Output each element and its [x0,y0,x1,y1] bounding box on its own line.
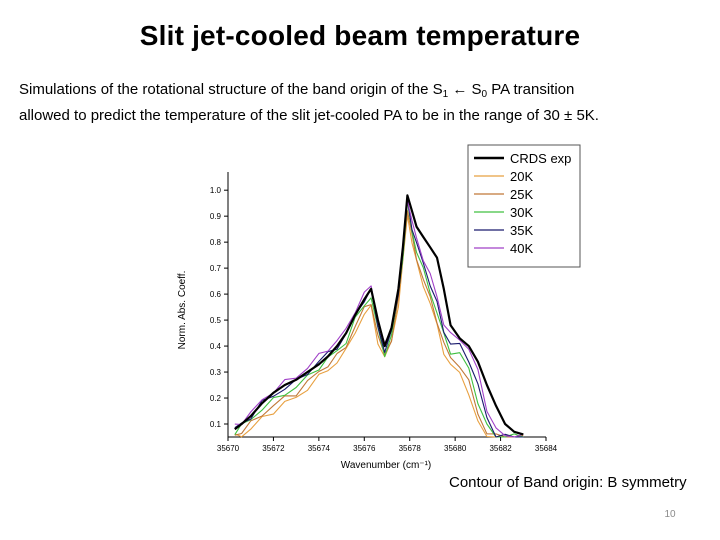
x-tick-label: 35676 [353,444,376,453]
x-axis-label: Wavenumber (cm⁻¹) [341,460,431,471]
desc-subscript-0: 0 [481,89,488,100]
y-axis-label: Norm. Abs. Coeff. [177,271,188,350]
y-tick-label: 0.8 [210,238,222,247]
desc-line2: allowed to predict the temperature of th… [19,107,599,124]
desc-line1-pre: Simulations of the rotational structure … [19,81,443,98]
legend-box [467,144,581,268]
y-tick-label: 0.5 [210,316,222,325]
y-tick-label: 0.9 [210,212,222,221]
legend-label: 40K [510,241,533,256]
legend-label: 25K [510,187,533,202]
y-tick-label: 0.6 [210,290,222,299]
figure-caption: Contour of Band origin: B symmetry [449,474,687,491]
desc-line1-post: PA transition [487,81,575,98]
y-tick-label: 0.3 [210,368,222,377]
spectrum-chart: 35670 35672 35674 35676 35678 35680 35682 35684… [168,140,584,480]
series-line-20k [234,214,524,438]
y-tick-label: 0.7 [210,264,222,273]
y-tick-label: 0.2 [210,394,222,403]
tick-layer: 35670 35672 35674 35676 35678 35680 35682 35684… [210,186,558,453]
x-tick-label: 35670 [217,444,240,453]
x-tick-label: 35678 [399,444,422,453]
desc-arrow: ← S [448,81,482,98]
x-tick-label: 35680 [444,444,467,453]
page-number: 10 [664,509,676,520]
legend-label: 30K [510,205,533,220]
series-line-25k [234,210,524,438]
legend-label: CRDS exp [510,151,571,166]
legend-label: 20K [510,169,533,184]
x-tick-label: 35674 [308,444,331,453]
y-tick-label: 0.1 [210,420,222,429]
spectrum-chart-svg: 35670 35672 35674 35676 35678 35680 35682 35684… [177,144,581,471]
x-tick-label: 35684 [535,444,558,453]
series-layer [234,194,524,438]
y-tick-label: 0.4 [210,342,222,351]
slide-title: Slit jet-cooled beam temperature [139,20,581,51]
x-tick-label: 35682 [489,444,512,453]
legend-label: 35K [510,223,533,238]
slide-description: Simulations of the rotational structure … [19,79,709,126]
y-tick-label: 1.0 [210,186,222,195]
legend: CRDS exp 20K 25K 30K 35K 40K [467,144,581,268]
series-line-crds-exp [234,194,524,436]
desc-subscript-1: 1 [442,89,449,100]
x-tick-label: 35672 [262,444,285,453]
